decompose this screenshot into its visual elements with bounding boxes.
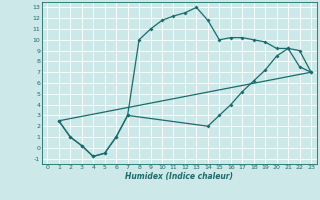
X-axis label: Humidex (Indice chaleur): Humidex (Indice chaleur)	[125, 172, 233, 181]
